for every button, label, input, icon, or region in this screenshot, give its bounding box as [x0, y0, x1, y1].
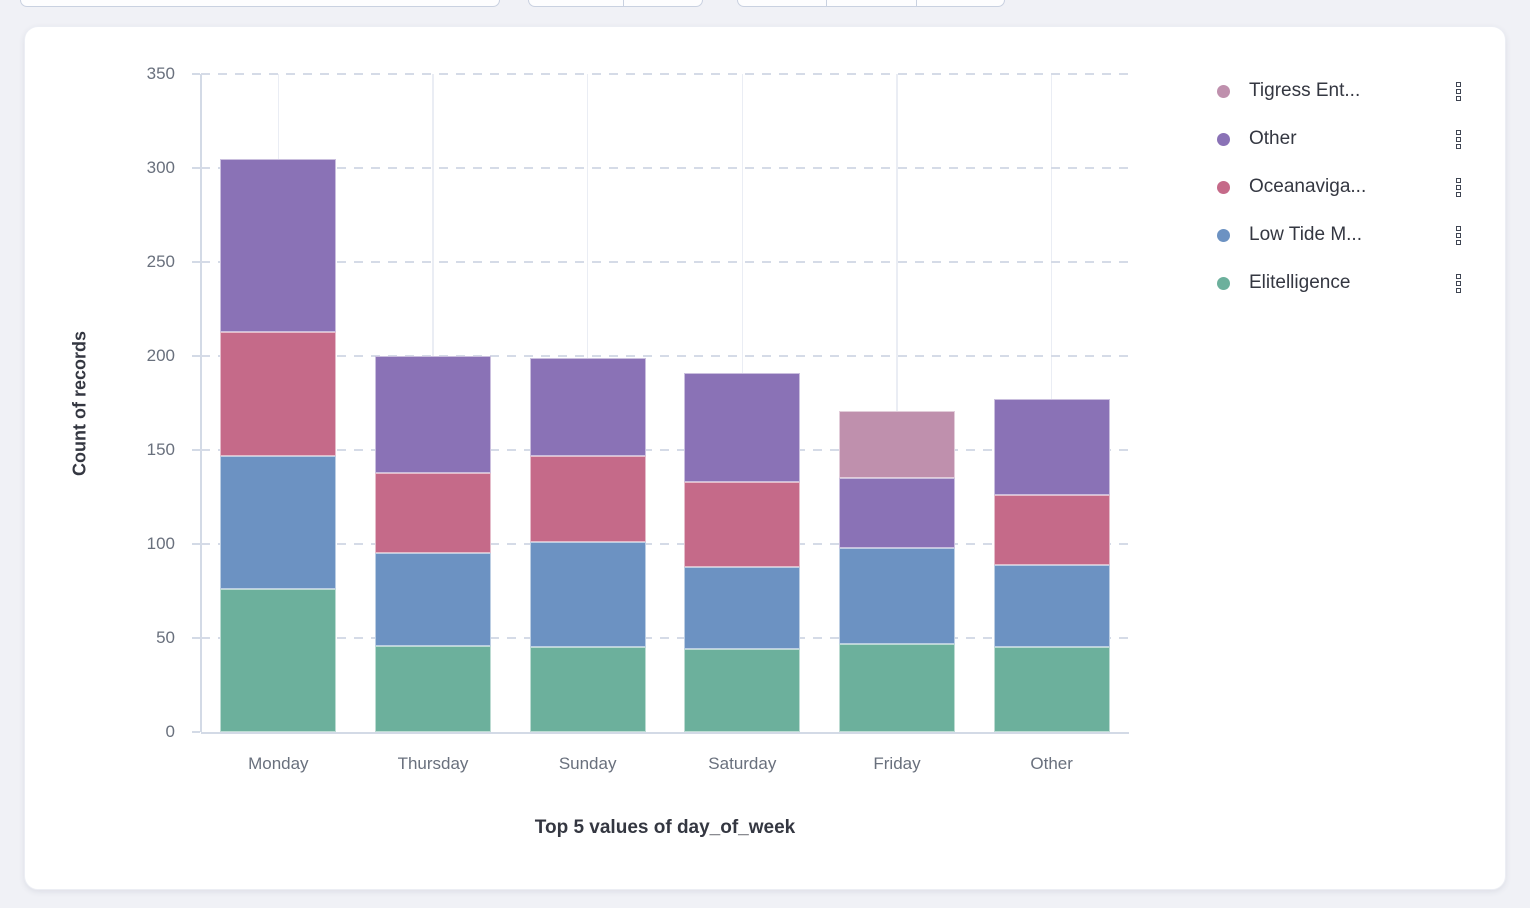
legend-item-actions-icon[interactable] [1456, 81, 1461, 102]
query-input-remnant[interactable] [20, 0, 500, 7]
bar-segment-oceanaviga-thursday[interactable] [375, 472, 491, 554]
legend-color-dot [1217, 180, 1230, 194]
legend-item-label: Elitelligence [1249, 272, 1351, 293]
bar-segment-low-tide-m-sunday[interactable] [529, 542, 646, 648]
bar-segment-other-friday[interactable] [839, 478, 955, 548]
x-tick-label-thursday: Thursday [397, 754, 469, 773]
date-picker-remnant[interactable] [528, 0, 703, 7]
bar-segment-low-tide-m-thursday[interactable] [375, 553, 491, 646]
y-axis-line [200, 74, 202, 732]
y-tick-mark [192, 261, 200, 263]
legend-color-dot [1217, 132, 1230, 146]
y-tick-label: 50 [156, 628, 175, 647]
bar-segment-elitelligence-saturday[interactable] [684, 649, 801, 732]
x-tick-label-monday: Monday [248, 754, 309, 773]
bar-segment-low-tide-m-saturday[interactable] [684, 566, 801, 650]
legend-item-actions-icon[interactable] [1456, 225, 1461, 246]
legend-item-tigress-ent[interactable]: Tigress Ent... [1201, 76, 1473, 106]
legend-item-elitelligence[interactable]: Elitelligence [1201, 268, 1473, 298]
legend-color-dot [1217, 84, 1230, 98]
control-divider [826, 0, 827, 6]
y-axis-title: Count of records [69, 331, 90, 477]
bar-segment-oceanaviga-other[interactable] [993, 495, 1110, 565]
button-group-remnant[interactable] [737, 0, 1005, 7]
horizontal-gridline [201, 637, 1129, 639]
bar-segment-elitelligence-thursday[interactable] [375, 645, 491, 732]
control-divider [623, 0, 624, 6]
bar-segment-oceanaviga-sunday[interactable] [529, 455, 646, 543]
control-divider [916, 0, 917, 6]
y-tick-mark [192, 73, 200, 75]
legend-item-label: Other [1249, 128, 1297, 149]
bar-segment-other-sunday[interactable] [529, 357, 646, 456]
bar-segment-elitelligence-other[interactable] [993, 647, 1110, 732]
horizontal-gridline [201, 167, 1129, 169]
legend-item-actions-icon[interactable] [1456, 129, 1461, 150]
x-axis-line [201, 732, 1129, 734]
bar-segment-other-other[interactable] [993, 399, 1110, 496]
x-axis-title: Top 5 values of day_of_week [534, 817, 796, 838]
legend-color-dot [1217, 276, 1230, 290]
y-tick-label: 200 [146, 346, 175, 365]
x-tick-label-sunday: Sunday [558, 754, 617, 773]
legend: Tigress Ent... Other Oceanaviga... Low Tide… [1201, 76, 1473, 316]
legend-item-oceanaviga[interactable]: Oceanaviga... [1201, 172, 1473, 202]
legend-item-actions-icon[interactable] [1456, 273, 1461, 294]
bar-segment-tigress-ent-friday[interactable] [839, 410, 955, 479]
horizontal-gridline [201, 73, 1129, 75]
y-tick-label: 100 [146, 534, 175, 553]
x-tick-label-other: Other [1030, 754, 1073, 773]
horizontal-gridline [201, 261, 1129, 263]
bar-segment-elitelligence-sunday[interactable] [529, 647, 646, 732]
bar-segment-other-saturday[interactable] [684, 372, 801, 482]
y-tick-mark [192, 637, 200, 639]
bar-segment-other-thursday[interactable] [375, 356, 491, 473]
bar-segment-elitelligence-monday[interactable] [220, 589, 337, 732]
bar-segment-low-tide-m-monday[interactable] [220, 455, 337, 590]
legend-item-label: Low Tide M... [1249, 224, 1362, 245]
legend-item-label: Oceanaviga... [1249, 176, 1367, 197]
legend-item-actions-icon[interactable] [1456, 177, 1461, 198]
horizontal-gridline [201, 543, 1129, 545]
y-tick-mark [192, 731, 200, 733]
bar-segment-other-monday[interactable] [220, 158, 337, 332]
horizontal-gridline [201, 449, 1129, 451]
y-tick-label: 150 [146, 440, 175, 459]
y-tick-mark [192, 543, 200, 545]
y-tick-label: 350 [146, 64, 175, 83]
y-tick-label: 250 [146, 252, 175, 271]
bar-segment-low-tide-m-friday[interactable] [839, 547, 955, 644]
legend-item-label: Tigress Ent... [1249, 80, 1361, 101]
legend-item-low-tide-m[interactable]: Low Tide M... [1201, 220, 1473, 250]
bar-segment-oceanaviga-saturday[interactable] [684, 481, 801, 567]
legend-item-other[interactable]: Other [1201, 124, 1473, 154]
bar-segment-elitelligence-friday[interactable] [839, 643, 955, 732]
plot-area: Monday Thursday Sunday Saturday Friday Other [200, 73, 1129, 773]
chart-panel: Count of records Top 5 values of day_of_… [24, 26, 1506, 890]
y-tick-label: 0 [165, 722, 175, 741]
legend-color-dot [1217, 228, 1230, 242]
bar-segment-oceanaviga-monday[interactable] [220, 331, 337, 456]
x-tick-label-friday: Friday [873, 754, 921, 773]
y-tick-mark [192, 355, 200, 357]
x-tick-label-saturday: Saturday [708, 754, 777, 773]
vertical-gridline [896, 74, 898, 732]
y-tick-label: 300 [146, 158, 175, 177]
y-tick-mark [192, 167, 200, 169]
bar-segment-low-tide-m-other[interactable] [993, 564, 1110, 648]
y-tick-mark [192, 449, 200, 451]
horizontal-gridline [201, 355, 1129, 357]
